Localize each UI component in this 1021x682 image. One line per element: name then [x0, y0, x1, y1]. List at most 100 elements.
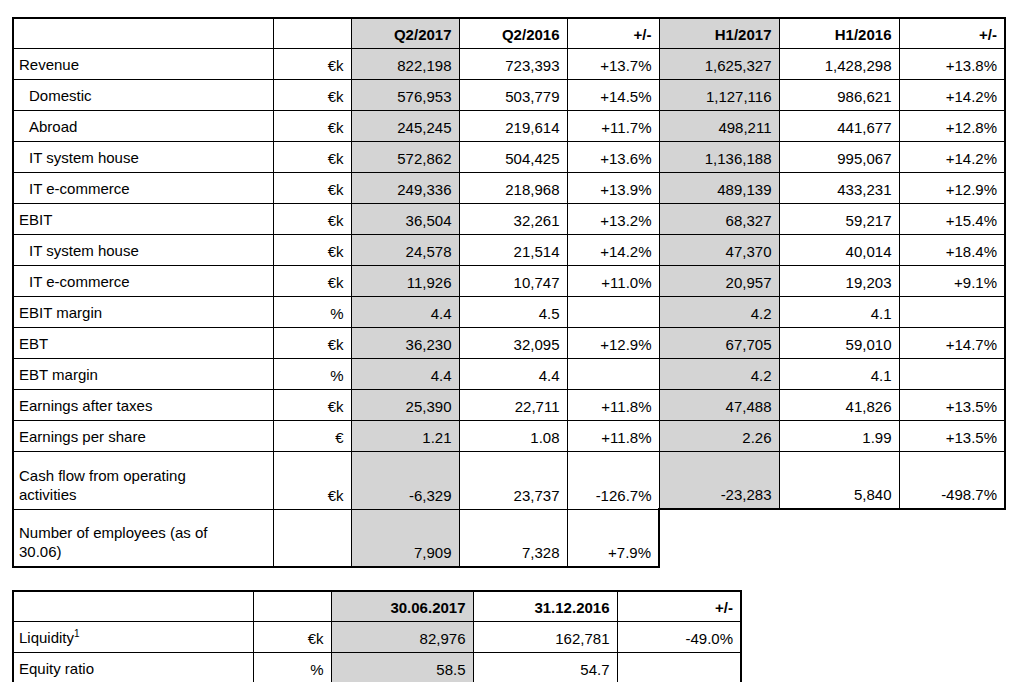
- cell-h1-2017: 4.2: [659, 296, 779, 327]
- row-unit: €k: [273, 327, 351, 358]
- cell-q2-2017: 576,953: [351, 79, 459, 110]
- cell-q2-2016: 22,711: [459, 389, 567, 420]
- cell-q2-2017: 572,862: [351, 141, 459, 172]
- cell-h1-2016: 1.99: [779, 420, 899, 451]
- header-h1-2017: H1/2017: [659, 18, 779, 48]
- row-label-text: Equity ratio: [19, 660, 94, 677]
- table-row-it-system-house-revenue: IT system house €k 572,862 504,425 +13.6…: [13, 141, 1005, 172]
- table-row-revenue: Revenue €k 822,198 723,393 +13.7% 1,625,…: [13, 48, 1005, 79]
- cell-h1-2017: 498,211: [659, 110, 779, 141]
- table-row-domestic: Domestic €k 576,953 503,779 +14.5% 1,127…: [13, 79, 1005, 110]
- cell-change-h: +14.2%: [899, 79, 1005, 110]
- row-label: Earnings after taxes: [13, 389, 273, 420]
- header-h1-2016: H1/2016: [779, 18, 899, 48]
- cell-change-h: +15.4%: [899, 203, 1005, 234]
- cell-change-h: +13.5%: [899, 389, 1005, 420]
- cell-h1-2017: -23,283: [659, 451, 779, 509]
- cell-change-h: [899, 358, 1005, 389]
- table-row-earnings-per-share: Earnings per share € 1.21 1.08 +11.8% 2.…: [13, 420, 1005, 451]
- cell-change-q: +11.8%: [567, 420, 659, 451]
- quarterly-results-table: Q2/2017 Q2/2016 +/- H1/2017 H1/2016 +/- …: [12, 17, 1006, 568]
- row-label: Revenue: [13, 48, 273, 79]
- table-row-ebit-margin: EBIT margin % 4.4 4.5 4.2 4.1: [13, 296, 1005, 327]
- cell-q2-2017: 24,578: [351, 234, 459, 265]
- row-label: EBT: [13, 327, 273, 358]
- row-label: Cash flow from operating activities: [13, 451, 273, 509]
- cell-h1-2016: 19,203: [779, 265, 899, 296]
- cell-h1-2017: 47,488: [659, 389, 779, 420]
- row-unit: €: [273, 420, 351, 451]
- cell-h1-2017: 20,957: [659, 265, 779, 296]
- cell-h1-2017: 1,136,188: [659, 141, 779, 172]
- row-unit: €k: [273, 48, 351, 79]
- cell-change-q: +14.5%: [567, 79, 659, 110]
- row-unit: €k: [273, 110, 351, 141]
- cell-h1-2016: 4.1: [779, 296, 899, 327]
- cell-change-q: +13.9%: [567, 172, 659, 203]
- cell-q2-2017: 36,230: [351, 327, 459, 358]
- cell-q2-2016: 32,095: [459, 327, 567, 358]
- row-label: Equity ratio: [13, 652, 253, 682]
- row-label: Abroad: [13, 110, 273, 141]
- header-change: +/-: [617, 591, 741, 621]
- row-label: IT system house: [13, 141, 273, 172]
- row-label: EBT margin: [13, 358, 273, 389]
- header-q2-2017: Q2/2017: [351, 18, 459, 48]
- row-unit: €k: [273, 389, 351, 420]
- table-row-equity-ratio: Equity ratio % 58.5 54.7: [13, 652, 741, 682]
- cell-31-12-2016: 54.7: [473, 652, 617, 682]
- cell-change-h: +13.8%: [899, 48, 1005, 79]
- cell-h1-2016: 59,010: [779, 327, 899, 358]
- cell-q2-2016: 4.4: [459, 358, 567, 389]
- cell-q2-2016: 723,393: [459, 48, 567, 79]
- table-row-cash-flow: Cash flow from operating activities €k -…: [13, 451, 1005, 509]
- row-label: IT system house: [13, 234, 273, 265]
- cell-q2-2017: 4.4: [351, 358, 459, 389]
- report-page: Q2/2017 Q2/2016 +/- H1/2017 H1/2016 +/- …: [0, 0, 1021, 682]
- row-label: IT e-commerce: [13, 172, 273, 203]
- cell-q2-2016: 23,737: [459, 451, 567, 509]
- cell-q2-2016: 1.08: [459, 420, 567, 451]
- cell-change-q: +13.6%: [567, 141, 659, 172]
- cell-q2-2017: 245,245: [351, 110, 459, 141]
- table-row-liquidity: Liquidity1 €k 82,976 162,781 -49.0%: [13, 621, 741, 652]
- header-31-12-2016: 31.12.2016: [473, 591, 617, 621]
- table-row-earnings-after-taxes: Earnings after taxes €k 25,390 22,711 +1…: [13, 389, 1005, 420]
- cell-q2-2016: 10,747: [459, 265, 567, 296]
- row-unit: €k: [273, 265, 351, 296]
- cell-change: [617, 652, 741, 682]
- row-label: IT e-commerce: [13, 265, 273, 296]
- cell-change-h: +12.8%: [899, 110, 1005, 141]
- table-header-row: Q2/2017 Q2/2016 +/- H1/2017 H1/2016 +/-: [13, 18, 1005, 48]
- cell-change-q: +7.9%: [567, 509, 659, 567]
- cell-q2-2016: 21,514: [459, 234, 567, 265]
- cell-h1-2016: 4.1: [779, 358, 899, 389]
- cell-h1-2017: 67,705: [659, 327, 779, 358]
- row-label-text: Cash flow from operating activities: [19, 466, 227, 504]
- cell-change-h: [899, 296, 1005, 327]
- empty-region: [659, 509, 1005, 567]
- row-unit: €k: [273, 451, 351, 509]
- row-unit: €k: [273, 141, 351, 172]
- cell-h1-2016: 433,231: [779, 172, 899, 203]
- row-unit: %: [273, 358, 351, 389]
- cell-q2-2017: 4.4: [351, 296, 459, 327]
- cell-change-q: +11.8%: [567, 389, 659, 420]
- header-q2-2016: Q2/2016: [459, 18, 567, 48]
- cell-h1-2016: 40,014: [779, 234, 899, 265]
- header-30-06-2017: 30.06.2017: [331, 591, 473, 621]
- row-label: Earnings per share: [13, 420, 273, 451]
- cell-change-h: +14.2%: [899, 141, 1005, 172]
- balance-metrics-table: 30.06.2017 31.12.2016 +/- Liquidity1 €k …: [12, 590, 742, 682]
- row-unit: %: [253, 652, 331, 682]
- cell-q2-2017: 11,926: [351, 265, 459, 296]
- row-unit: %: [273, 296, 351, 327]
- table-row-employees: Number of employees (as of 30.06) 7,909 …: [13, 509, 1005, 567]
- cell-change-q: +11.7%: [567, 110, 659, 141]
- row-unit: €k: [273, 203, 351, 234]
- table-row-abroad: Abroad €k 245,245 219,614 +11.7% 498,211…: [13, 110, 1005, 141]
- cell-q2-2016: 7,328: [459, 509, 567, 567]
- cell-q2-2017: 1.21: [351, 420, 459, 451]
- header-blank-label: [13, 18, 273, 48]
- row-unit: €k: [273, 172, 351, 203]
